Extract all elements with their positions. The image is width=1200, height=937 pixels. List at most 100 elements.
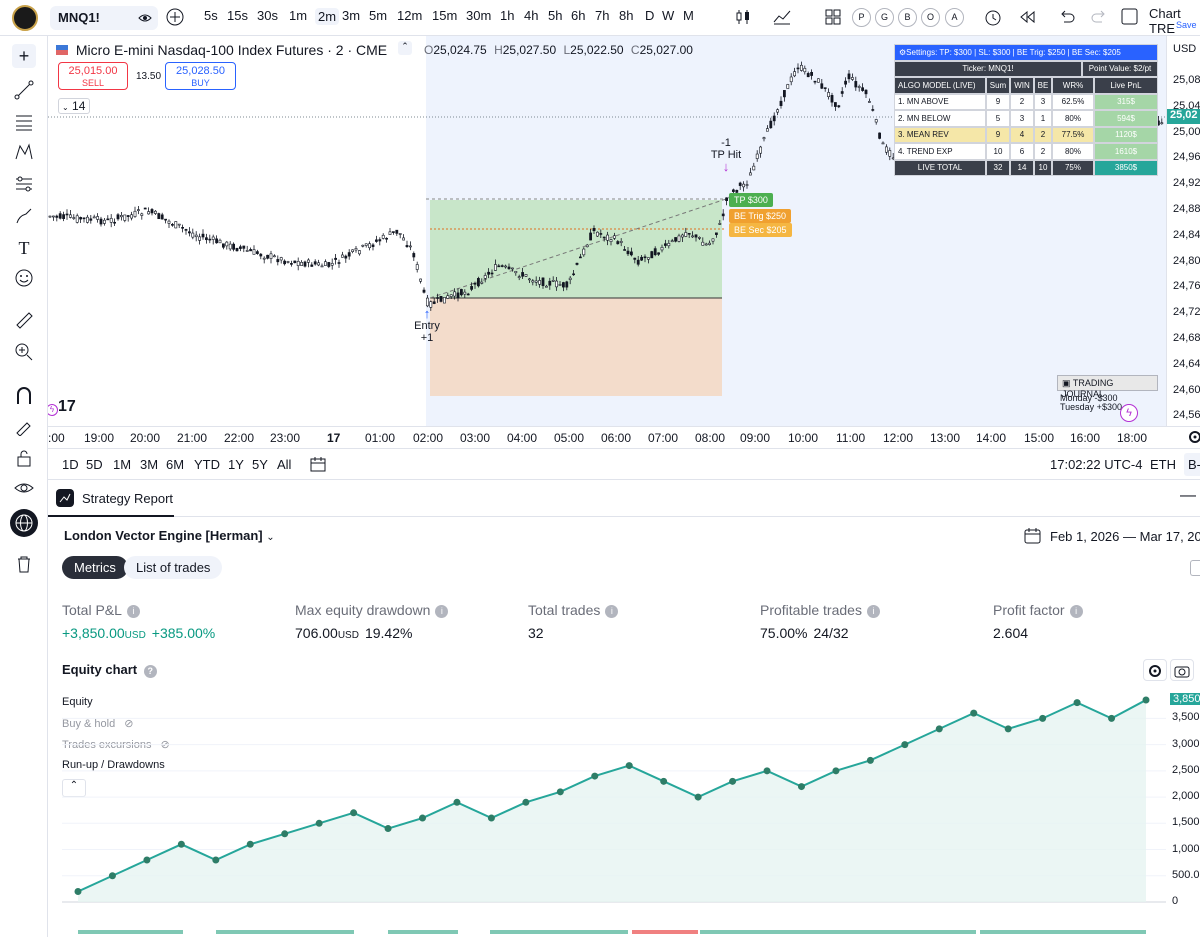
- interval-2m[interactable]: 2m: [315, 8, 340, 25]
- magnet-icon[interactable]: [14, 386, 34, 406]
- lock-icon[interactable]: [14, 448, 34, 468]
- interval-6h[interactable]: 6h: [571, 8, 586, 23]
- candle-body: [864, 89, 868, 95]
- layout-name[interactable]: Chart TRE: [1149, 6, 1181, 36]
- info-icon[interactable]: i: [866, 605, 880, 618]
- fib-retracement-icon[interactable]: [14, 112, 34, 132]
- range-1y[interactable]: 1Y: [228, 457, 244, 472]
- range-1d[interactable]: 1D: [62, 457, 79, 472]
- side-panel-toggle[interactable]: [1190, 560, 1200, 576]
- save-link[interactable]: Save: [1176, 20, 1197, 30]
- range-5y[interactable]: 5Y: [252, 457, 268, 472]
- layout-checkbox-icon[interactable]: [1121, 8, 1139, 26]
- collapse-legend-icon[interactable]: ⌃: [398, 41, 412, 55]
- letter-button-o[interactable]: O: [921, 8, 940, 27]
- lightning-icon[interactable]: ϟ: [1120, 404, 1138, 422]
- info-icon[interactable]: i: [435, 605, 449, 618]
- interval-W[interactable]: W: [662, 8, 675, 23]
- range-ytd[interactable]: YTD: [194, 457, 220, 472]
- info-icon[interactable]: i: [1069, 605, 1083, 618]
- alert-clock-icon[interactable]: [984, 8, 1004, 26]
- session-toggle[interactable]: ETH: [1150, 457, 1176, 472]
- ruler-icon[interactable]: [14, 310, 34, 330]
- buy-button[interactable]: 25,028.50 BUY: [165, 62, 236, 90]
- interval-30s[interactable]: 30s: [257, 8, 278, 23]
- snapshot-button[interactable]: [1170, 659, 1194, 681]
- range-3m[interactable]: 3M: [140, 457, 159, 472]
- info-icon[interactable]: i: [126, 605, 140, 618]
- left-lightning-icon[interactable]: ϟ: [48, 404, 58, 416]
- equity-chart-canvas[interactable]: [48, 690, 1168, 937]
- visibility-eye-icon[interactable]: [14, 478, 34, 498]
- date-range-label[interactable]: Feb 1, 2026 — Mar 17, 202: [1050, 529, 1200, 544]
- add-symbol-icon[interactable]: [166, 8, 184, 26]
- letter-button-p[interactable]: P: [852, 8, 871, 27]
- goto-date-icon[interactable]: [310, 456, 328, 472]
- replay-icon[interactable]: [1018, 8, 1036, 26]
- redo-icon[interactable]: [1090, 8, 1108, 26]
- trend-line-icon[interactable]: [14, 80, 34, 100]
- interval-15m[interactable]: 15m: [432, 8, 458, 23]
- info-icon[interactable]: i: [605, 605, 619, 618]
- calendar-icon[interactable]: [1024, 527, 1042, 545]
- letter-button-g[interactable]: G: [875, 8, 894, 27]
- interval-M[interactable]: M: [683, 8, 694, 23]
- prediction-icon[interactable]: [14, 174, 34, 194]
- interval-1m[interactable]: 1m: [289, 8, 308, 23]
- legend-buy-hold[interactable]: Buy & hold ⊘: [62, 718, 134, 730]
- range-6m[interactable]: 6M: [166, 457, 185, 472]
- candle-type-icon[interactable]: [734, 8, 752, 26]
- axis-settings-gear-icon[interactable]: [1188, 430, 1200, 444]
- strategy-name-dropdown[interactable]: London Vector Engine [Herman] ⌄: [64, 528, 275, 543]
- info-icon[interactable]: ?: [143, 665, 157, 678]
- interval-D[interactable]: D: [645, 8, 655, 23]
- legend-equity[interactable]: Equity: [62, 696, 93, 708]
- interval-12m[interactable]: 12m: [397, 8, 423, 23]
- lock-pencil-icon[interactable]: [14, 416, 34, 436]
- clock-readout[interactable]: 17:02:22 UTC-4: [1050, 457, 1143, 472]
- indicators-icon[interactable]: [772, 8, 792, 26]
- bar-mode-button[interactable]: B-: [1184, 453, 1200, 476]
- range-5d[interactable]: 5D: [86, 457, 103, 472]
- letter-button-a[interactable]: A: [945, 8, 964, 27]
- collapse-legend-button[interactable]: ⌃: [62, 779, 86, 797]
- compare-eye-icon[interactable]: [138, 11, 152, 25]
- interval-4h[interactable]: 4h: [524, 8, 539, 23]
- interval-5s[interactable]: 5s: [204, 8, 218, 23]
- undo-icon[interactable]: [1058, 8, 1076, 26]
- interval-3m[interactable]: 3m: [342, 8, 361, 23]
- time-axis[interactable]: :00 19:00 20:00 21:00 22:00 23:00 17 01:00 02:00…: [48, 426, 1200, 448]
- pattern-icon[interactable]: [14, 142, 34, 162]
- letter-button-b[interactable]: B: [898, 8, 917, 27]
- sell-button[interactable]: 25,015.00 SELL: [58, 62, 128, 90]
- range-1m[interactable]: 1M: [113, 457, 132, 472]
- indicators-count-button[interactable]: ⌄ 14: [58, 98, 90, 114]
- interval-5h[interactable]: 5h: [548, 8, 563, 23]
- zoom-in-icon[interactable]: [14, 342, 34, 362]
- text-tool-icon[interactable]: T: [18, 238, 30, 258]
- trash-icon[interactable]: [14, 554, 34, 574]
- interval-1h[interactable]: 1h: [500, 8, 515, 23]
- templates-grid-icon[interactable]: [824, 8, 842, 26]
- symbol-search-button[interactable]: MNQ1!: [50, 6, 158, 30]
- tab-metrics[interactable]: Metrics: [62, 556, 128, 579]
- tab-list-of-trades[interactable]: List of trades: [124, 556, 223, 579]
- interval-5m[interactable]: 5m: [369, 8, 388, 23]
- price-axis[interactable]: USD 25,08 25,04 25,00 24,96 24,92 24,88 24,84 2…: [1166, 36, 1200, 426]
- range-all[interactable]: All: [277, 457, 292, 472]
- interval-7h[interactable]: 7h: [595, 8, 610, 23]
- minimize-panel-icon[interactable]: —: [1180, 487, 1196, 504]
- chart-settings-button[interactable]: [1143, 659, 1167, 681]
- hidden-eye-icon[interactable]: ⊘: [124, 718, 134, 730]
- candle-body: [762, 137, 766, 140]
- interval-8h[interactable]: 8h: [619, 8, 634, 23]
- crosshair-icon[interactable]: +: [12, 44, 36, 68]
- interval-30m[interactable]: 30m: [466, 8, 492, 23]
- brush-icon[interactable]: [14, 206, 34, 226]
- interval-15s[interactable]: 15s: [227, 8, 248, 23]
- emoji-icon[interactable]: [14, 268, 34, 288]
- globe-icon[interactable]: [10, 509, 38, 537]
- user-avatar-logo[interactable]: [12, 5, 38, 31]
- legend-runup-drawdowns[interactable]: Run-up / Drawdowns: [62, 759, 165, 771]
- strategy-report-tab[interactable]: Strategy Report: [82, 491, 174, 506]
